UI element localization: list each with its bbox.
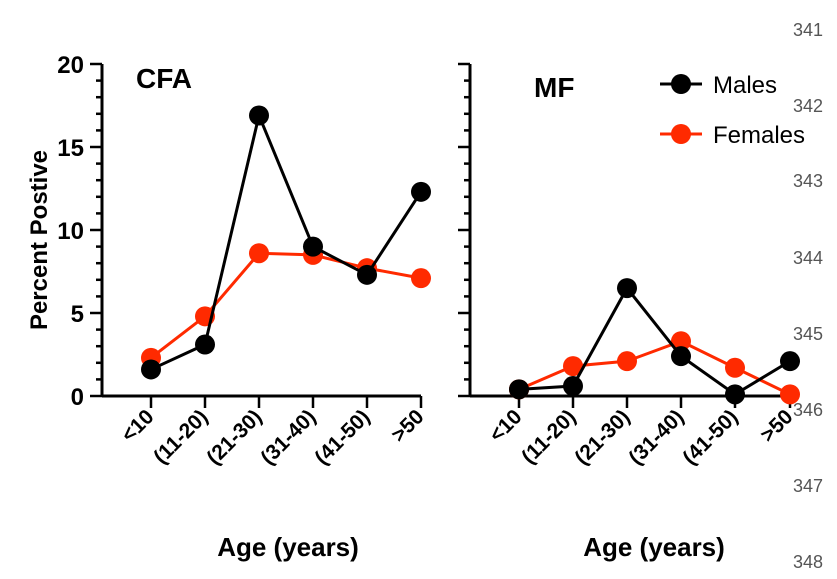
y-tick-label: 10 bbox=[57, 218, 84, 245]
legend-marker-females bbox=[671, 124, 691, 144]
data-point-females-mf bbox=[563, 356, 583, 377]
data-point-females-mf bbox=[671, 331, 691, 352]
data-point-males-cfa bbox=[249, 105, 269, 126]
series-line-males-mf bbox=[518, 285, 791, 397]
x-tick-label: (11-20) bbox=[517, 405, 580, 468]
y-tick-label: 0 bbox=[71, 384, 84, 411]
x-tick-label: (41-50) bbox=[678, 405, 742, 469]
x-tick-label: (31-40) bbox=[256, 405, 320, 469]
y-tick-label: 15 bbox=[57, 135, 84, 162]
legend-label-males: Males bbox=[713, 72, 777, 99]
line-number: 346 bbox=[793, 400, 823, 420]
line-number: 344 bbox=[793, 248, 823, 268]
x-tick-label: <10 bbox=[485, 405, 526, 446]
y-tick-label: 20 bbox=[57, 52, 84, 79]
data-point-males-cfa bbox=[411, 181, 431, 202]
line-number: 348 bbox=[793, 552, 823, 572]
line-number: 341 bbox=[793, 20, 823, 40]
y-tick-label: 5 bbox=[71, 301, 84, 328]
data-point-males-cfa bbox=[195, 334, 215, 355]
data-point-males-mf bbox=[725, 384, 745, 405]
series-line-females-cfa bbox=[150, 251, 422, 360]
panel-title-mf: MF bbox=[534, 72, 574, 103]
data-point-males-cfa bbox=[303, 236, 323, 257]
data-point-females-cfa bbox=[249, 243, 269, 264]
panel-title-cfa: CFA bbox=[136, 63, 192, 94]
line-number: 342 bbox=[793, 96, 823, 116]
data-point-males-mf bbox=[617, 278, 637, 299]
x-tick-label: <10 bbox=[117, 405, 158, 446]
data-point-females-mf bbox=[780, 384, 800, 405]
data-point-females-cfa bbox=[411, 268, 431, 289]
data-point-males-cfa bbox=[357, 264, 377, 285]
x-axis-label-cfa: Age (years) bbox=[217, 532, 359, 562]
x-tick-label: (21-30) bbox=[202, 405, 266, 469]
legend: Males Females bbox=[660, 72, 805, 149]
data-point-males-mf bbox=[563, 376, 583, 397]
data-point-males-cfa bbox=[141, 359, 161, 380]
data-point-females-mf bbox=[725, 357, 745, 378]
series-line-males-cfa bbox=[150, 110, 423, 371]
x-tick-label: (31-40) bbox=[624, 405, 688, 469]
x-tick-label: >50 bbox=[387, 405, 428, 446]
legend-label-females: Females bbox=[713, 122, 805, 149]
x-tick-label: (41-50) bbox=[310, 405, 374, 469]
line-number: 347 bbox=[793, 476, 823, 496]
x-axis-label-mf: Age (years) bbox=[583, 532, 725, 562]
data-point-males-mf bbox=[509, 379, 529, 400]
line-number: 345 bbox=[793, 324, 823, 344]
data-point-females-mf bbox=[617, 351, 637, 372]
line-number: 343 bbox=[793, 171, 823, 191]
x-tick-label: >50 bbox=[756, 405, 797, 446]
data-point-males-mf bbox=[671, 346, 691, 367]
y-axis-label: Percent Postive bbox=[26, 150, 53, 330]
x-tick-label: (21-30) bbox=[570, 405, 634, 469]
x-tick-label: (11-20) bbox=[149, 405, 212, 468]
data-point-males-mf bbox=[780, 351, 800, 372]
legend-marker-males bbox=[671, 74, 691, 94]
